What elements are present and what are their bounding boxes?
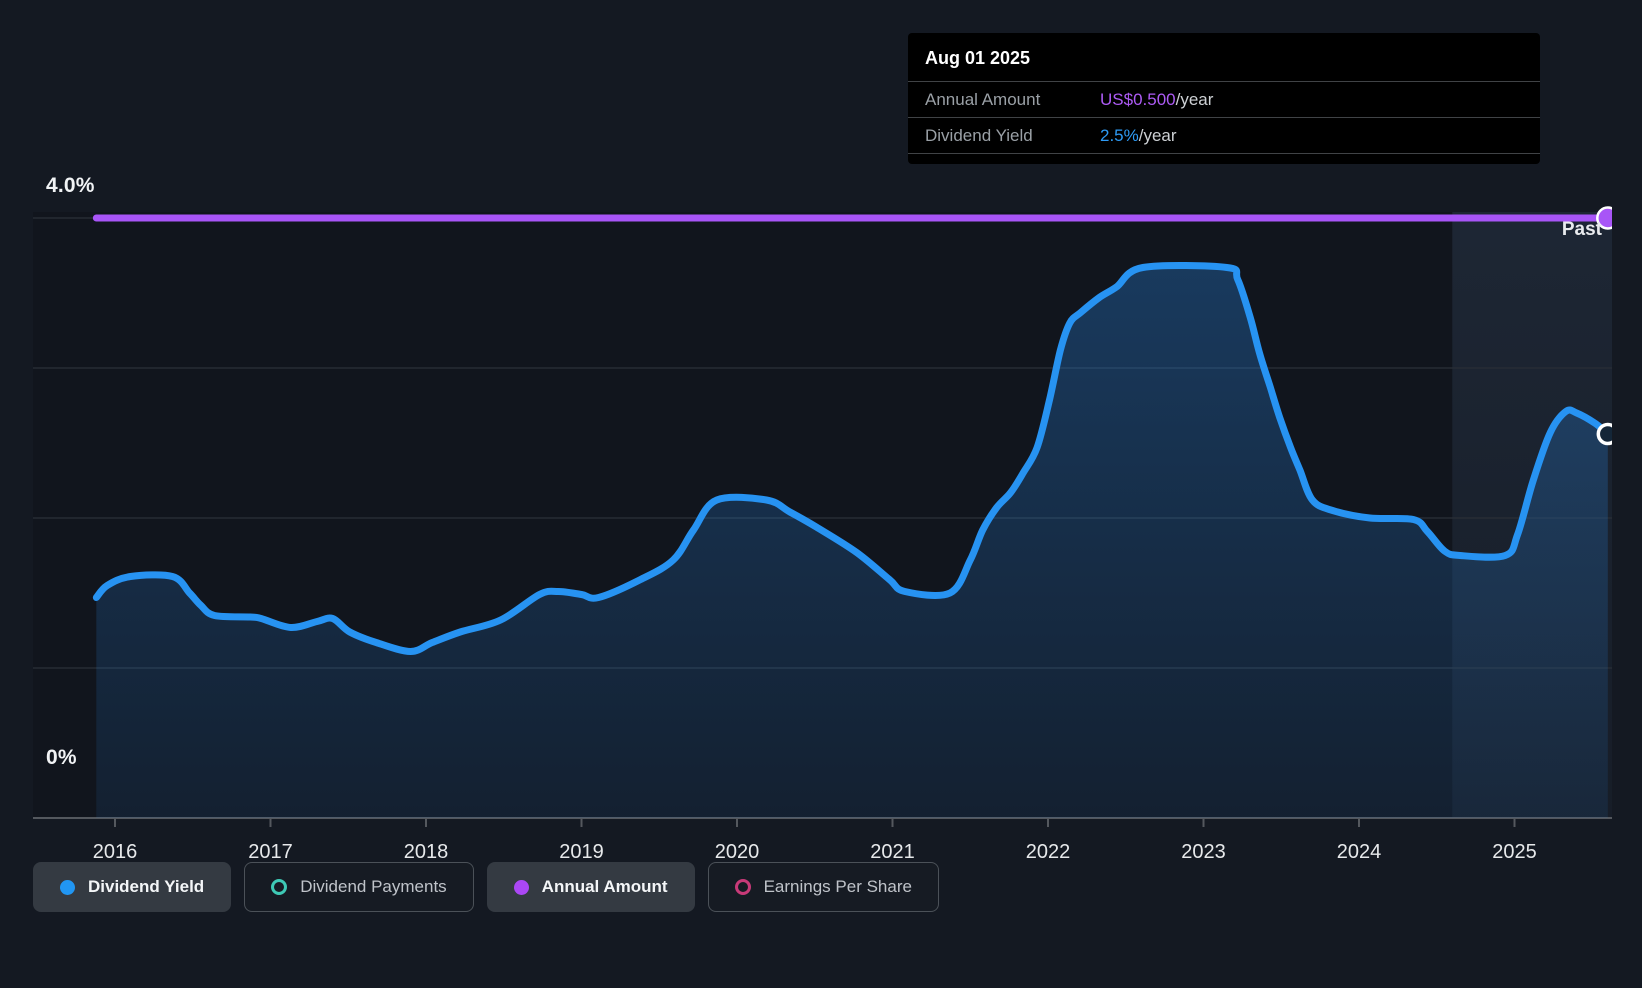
x-tick-label: 2017	[248, 841, 293, 863]
legend-chip-annual-amount[interactable]: Annual Amount	[486, 862, 695, 912]
dividend-yield-end-marker	[1596, 422, 1612, 446]
tooltip-date: Aug 01 2025	[908, 33, 1540, 82]
tooltip-suffix: /year	[1138, 125, 1177, 145]
annual-amount-dot-icon	[513, 879, 529, 895]
x-tick-label: 2021	[870, 841, 915, 863]
legend-chip-earnings-per-share[interactable]: Earnings Per Share	[707, 862, 939, 912]
legend-label: Dividend Payments	[300, 877, 447, 896]
legend-chip-dividend-yield[interactable]: Dividend Yield	[33, 862, 232, 912]
legend-label: Earnings Per Share	[763, 877, 912, 896]
dividend-yield-dot-icon	[60, 879, 75, 895]
legend-label: Dividend Yield	[88, 877, 205, 896]
dividend-payments-ring-icon	[271, 879, 288, 895]
legend-label: Annual Amount	[541, 877, 668, 896]
y-axis-label-top: 4.0%	[46, 174, 95, 197]
x-tick-label: 2025	[1492, 841, 1537, 863]
tooltip-label: Annual Amount	[925, 89, 1041, 109]
legend-chip-dividend-payments[interactable]: Dividend Payments	[244, 862, 474, 912]
chart-tooltip: Aug 01 2025 Annual Amount US$0.500 /year…	[908, 33, 1540, 164]
y-axis-label-bottom: 0%	[46, 746, 77, 769]
tooltip-value: US$0.500	[1100, 89, 1176, 109]
x-tick-label: 2020	[715, 841, 760, 863]
x-tick-label: 2023	[1181, 841, 1226, 863]
tooltip-value: 2.5%	[1100, 125, 1139, 145]
earnings-per-share-ring-icon	[734, 879, 751, 895]
x-tick-label: 2018	[404, 841, 449, 863]
x-tick-label: 2024	[1337, 841, 1382, 863]
chart-legend: Dividend Yield Dividend Payments Annual …	[33, 862, 939, 912]
x-tick-label: 2019	[559, 841, 604, 863]
tooltip-suffix: /year	[1175, 89, 1214, 109]
tooltip-row-annual-amount: Annual Amount US$0.500 /year	[908, 82, 1540, 118]
annual-amount-end-marker	[1596, 206, 1612, 230]
x-tick-label: 2016	[93, 841, 138, 863]
dividend-yield-line	[92, 262, 1612, 655]
tooltip-label: Dividend Yield	[925, 125, 1033, 145]
tooltip-row-dividend-yield: Dividend Yield 2.5% /year	[908, 118, 1540, 154]
dividend-yield-area	[96, 265, 1608, 819]
x-tick-label: 2022	[1026, 841, 1071, 863]
past-region-label: Past	[1561, 219, 1602, 240]
